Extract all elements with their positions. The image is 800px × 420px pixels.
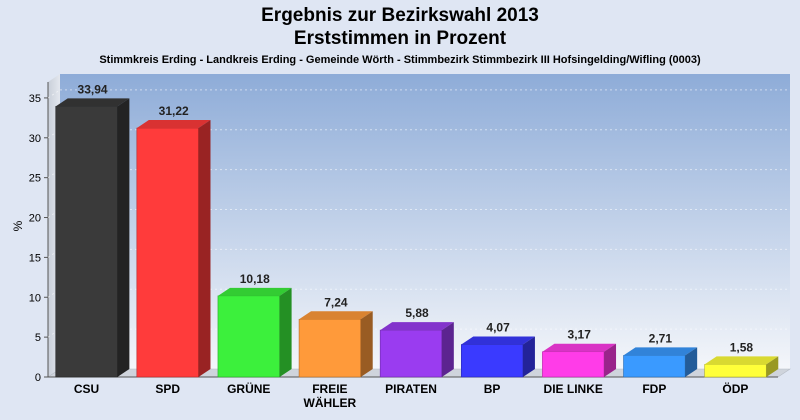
bar: [298, 311, 373, 378]
bar-side: [360, 311, 373, 377]
y-tick-label: 5: [35, 332, 41, 344]
bar-top: [380, 322, 454, 331]
bar-front: [136, 127, 199, 378]
value-label: 31,22: [159, 104, 189, 118]
x-tick-label: CSU: [74, 382, 99, 396]
value-label: 1,58: [730, 340, 754, 354]
bar-side: [117, 98, 130, 377]
x-tick-label: WÄHLER: [304, 395, 357, 410]
value-label: 33,94: [78, 82, 108, 96]
chart-subtitle: Stimmkreis Erding - Landkreis Erding - G…: [99, 54, 701, 66]
title-block: Ergebnis zur Bezirkswahl 2013 Erststimme…: [0, 4, 800, 66]
chart-title-line2: Erststimmen in Prozent: [293, 28, 507, 49]
y-axis-label: %: [11, 220, 25, 231]
bar-top: [217, 287, 292, 296]
bar-top: [299, 311, 373, 320]
bar: [704, 356, 779, 378]
bar: [542, 343, 617, 378]
value-label: 5,88: [405, 306, 429, 320]
bar-side: [685, 347, 698, 377]
value-label: 2,71: [649, 331, 673, 345]
chart-title: Ergebnis zur Bezirkswahl 2013: [261, 5, 539, 26]
y-tick-label: 30: [29, 133, 41, 145]
x-tick-label: DIE LINKE: [544, 382, 603, 396]
bar-side: [766, 356, 779, 377]
x-tick-label: FDP: [642, 382, 666, 396]
x-tick-label: ÖDP: [722, 381, 748, 396]
bar: [136, 120, 211, 378]
bar-front: [542, 351, 605, 378]
bar-side: [604, 343, 617, 377]
bar-front: [379, 329, 443, 378]
y-tick-label: 10: [29, 292, 41, 304]
bar-side: [441, 322, 454, 377]
value-label: 3,17: [568, 328, 592, 342]
x-tick-label: GRÜNE: [227, 381, 270, 396]
bar-front: [704, 364, 767, 378]
value-label: 7,24: [324, 295, 348, 309]
bar-top: [461, 336, 535, 345]
value-label: 4,07: [486, 321, 510, 335]
y-tick-label: 25: [29, 173, 41, 185]
value-label: 10,18: [240, 272, 270, 286]
x-tick-label: SPD: [155, 382, 180, 396]
bar-front: [298, 318, 362, 378]
bar: [379, 322, 454, 378]
y-tick-label: 15: [29, 252, 41, 264]
x-tick-label: FREIE: [312, 382, 347, 396]
bar-top: [623, 347, 698, 356]
bar-top: [55, 98, 130, 107]
bar: [460, 336, 535, 378]
x-tick-label: PIRATEN: [385, 382, 437, 396]
bar-front: [55, 106, 118, 378]
y-tick-label: 0: [35, 372, 41, 384]
bar-front: [217, 295, 280, 378]
bar-top: [704, 356, 779, 365]
bar: [55, 98, 130, 378]
y-tick-label: 20: [29, 213, 41, 225]
bar: [623, 347, 698, 378]
bar: [217, 287, 292, 378]
bar-top: [542, 343, 617, 352]
bar-side: [198, 120, 211, 377]
bar-front: [460, 344, 524, 378]
bar-top: [136, 120, 211, 129]
bar-side: [522, 336, 535, 377]
y-tick-label: 35: [29, 93, 41, 105]
x-tick-label: BP: [484, 382, 501, 396]
bar-front: [623, 355, 686, 378]
bar-side: [279, 287, 292, 377]
